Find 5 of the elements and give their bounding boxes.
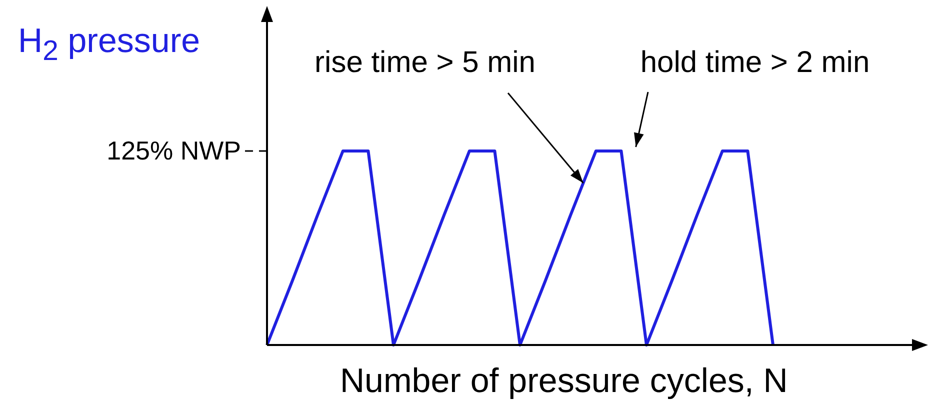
y-axis-title: H$_{2}$ pressure [18,22,200,68]
text: hold time > 2 min [640,46,870,80]
text: rise time > 5 min [314,46,536,80]
x-axis-title: Number of pressure cycles, N [340,362,788,401]
text: 125% NWP [106,136,241,166]
